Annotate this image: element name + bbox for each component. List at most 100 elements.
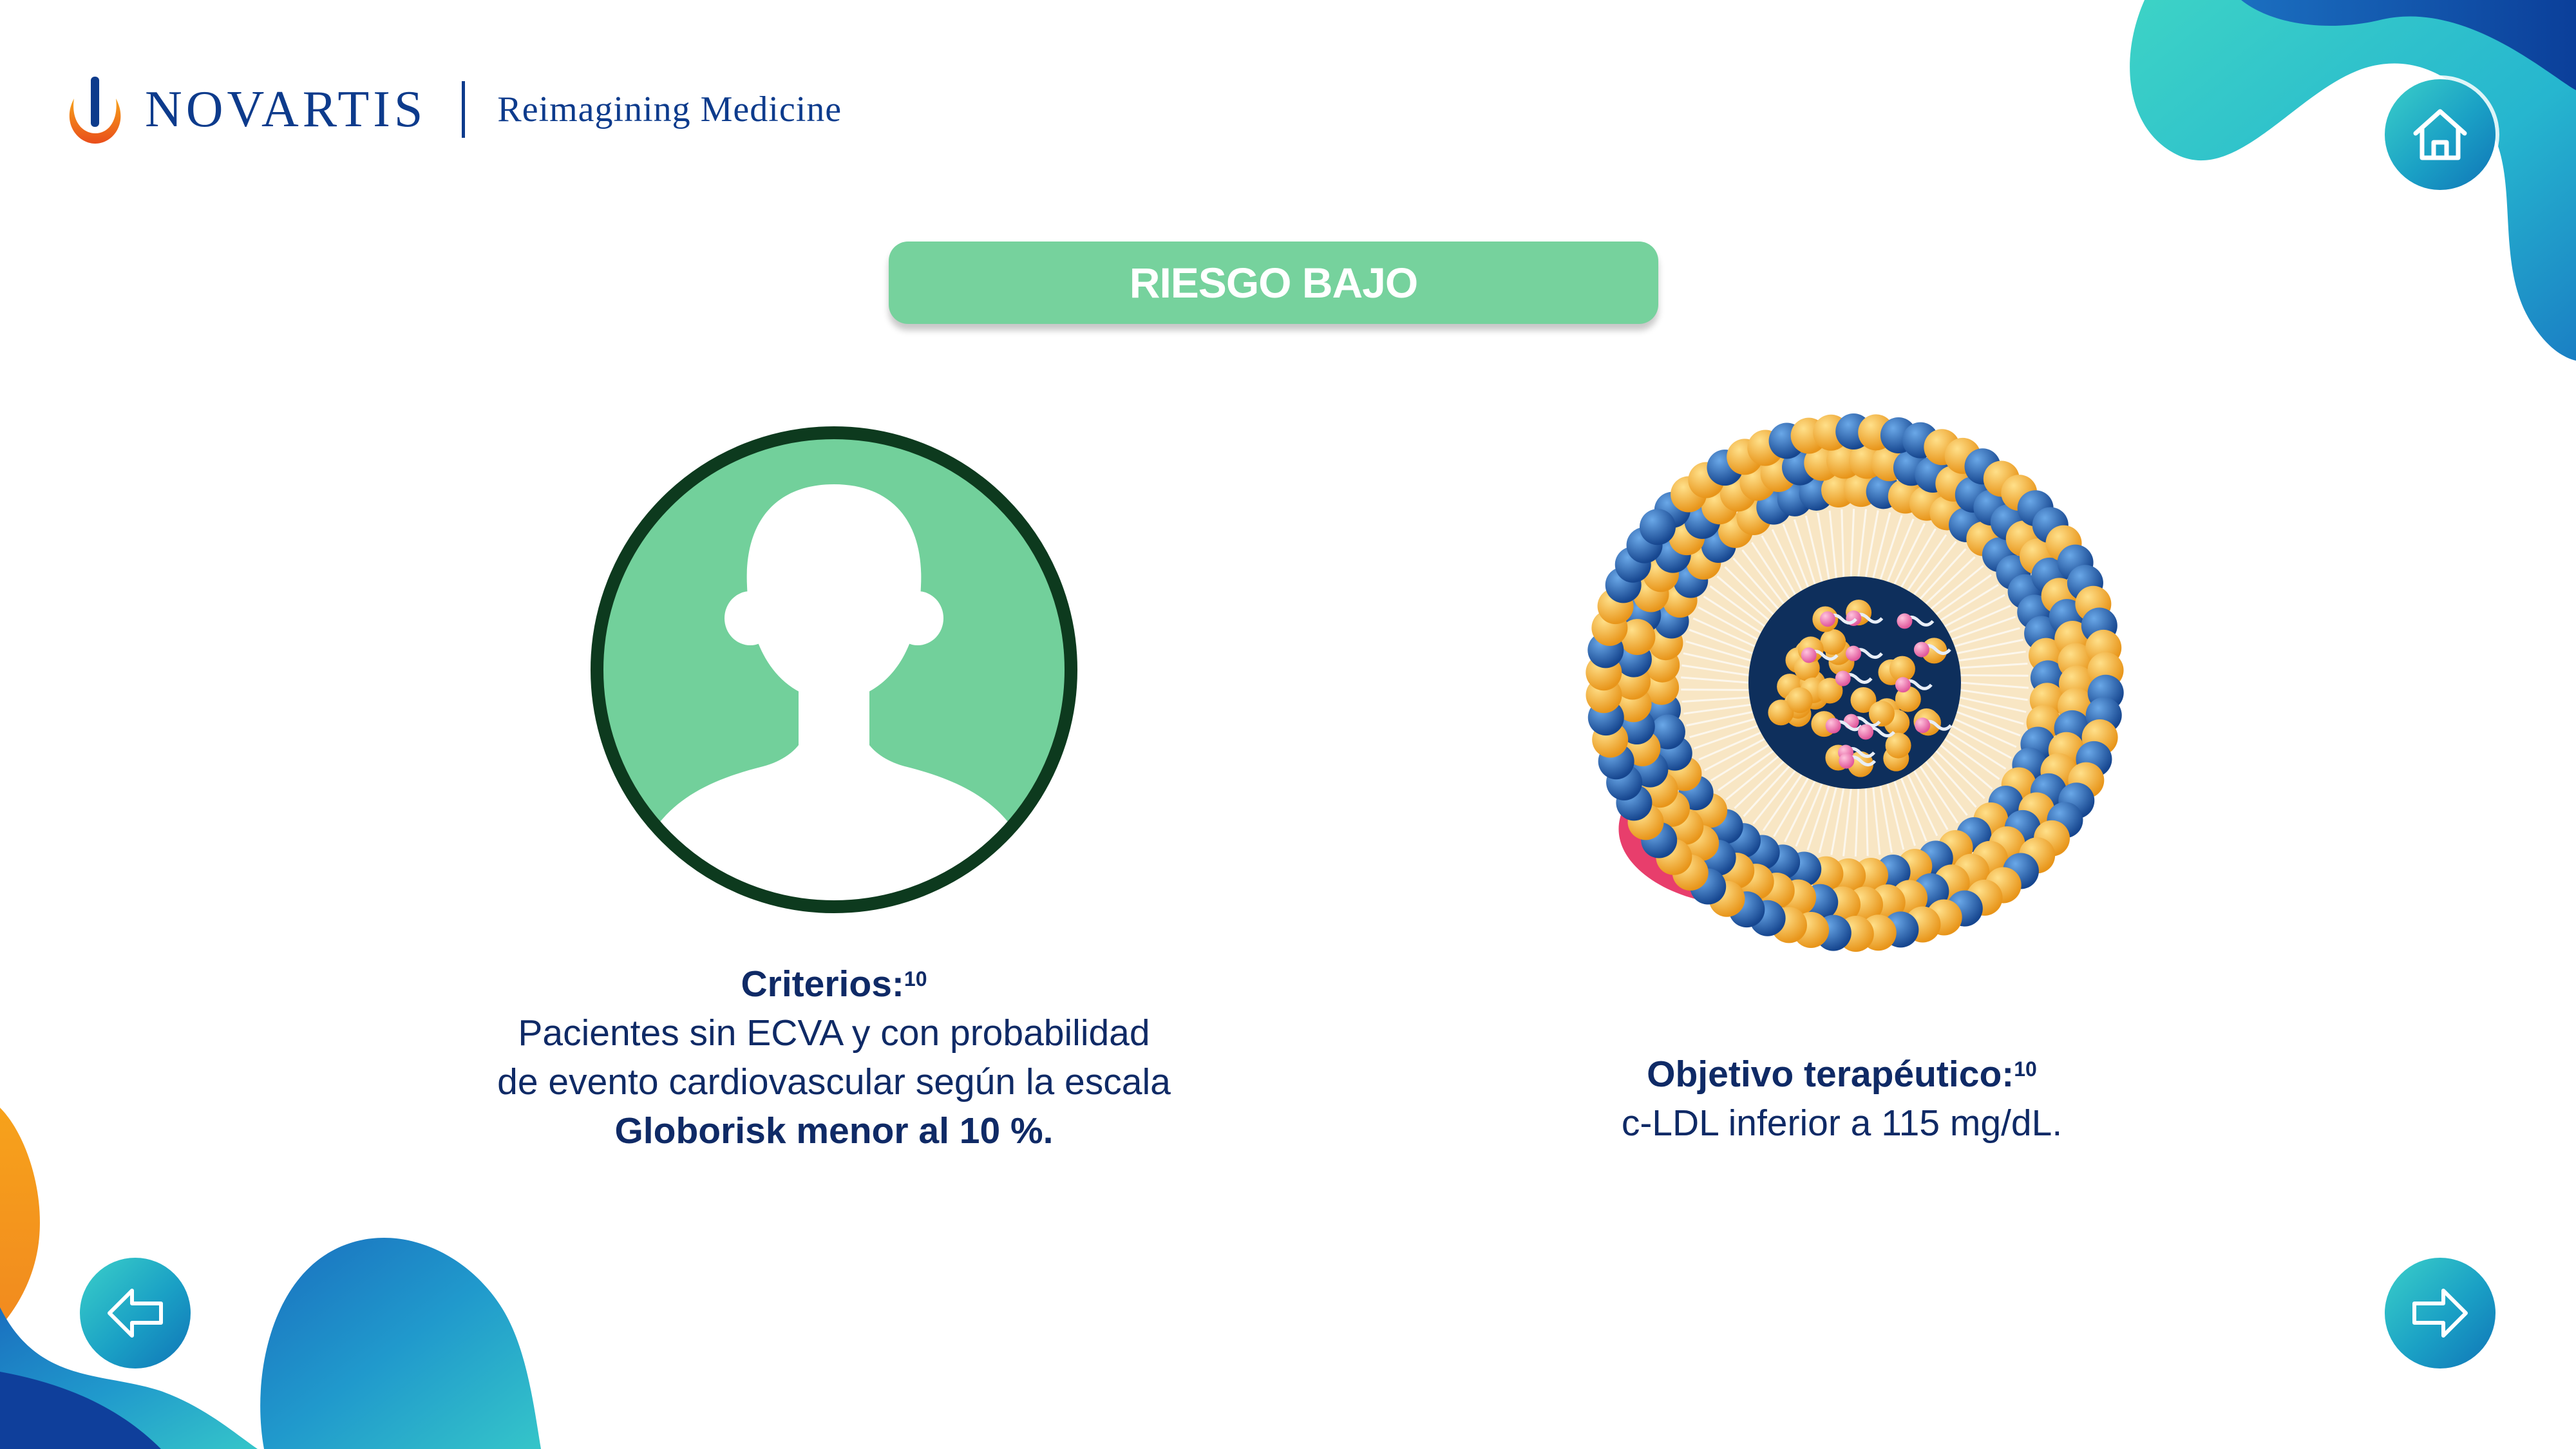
arrow-left-icon [108, 1289, 163, 1338]
lipid-tail [1940, 744, 1993, 790]
criteria-block: Criterios:10 Pacientes sin ECVA y con pr… [438, 960, 1230, 1155]
lipid-tail [1750, 542, 1790, 600]
cholesterol-head [1895, 677, 1911, 693]
lipid-tail [1951, 724, 2012, 759]
lipid-tail [1893, 781, 1917, 846]
lipid-tail [1960, 681, 2029, 689]
lipid-tail [1913, 770, 1949, 831]
lipid-tail [1879, 785, 1893, 853]
lipid-tail [1958, 650, 2026, 662]
objective-block: Objetivo terapéutico:10 c-LDL inferior a… [1513, 1050, 2170, 1148]
criteria-heading: Criterios: [741, 963, 904, 1005]
lipid-tail [1734, 761, 1785, 810]
lipid-tail [1850, 508, 1855, 577]
lipid-tail [1784, 781, 1816, 842]
lipid-tail [1752, 770, 1796, 825]
lipid-tail [1818, 787, 1837, 853]
lipid-tail [1893, 523, 1926, 585]
lipid-tail [1947, 732, 2007, 770]
lipid-tail [1793, 519, 1816, 585]
core-lipid [1786, 687, 1813, 714]
back-button[interactable] [80, 1258, 191, 1368]
novartis-logo-icon [69, 77, 121, 144]
risk-level-title: RIESGO BAJO [1129, 259, 1418, 307]
lipid-tail [1716, 575, 1770, 621]
lipid-tail [1913, 540, 1957, 596]
lipid-tail [1771, 529, 1803, 591]
cholesterol-head [1819, 611, 1835, 627]
lipid-tail [1930, 755, 1977, 808]
lipid-tail [1841, 509, 1845, 577]
lipid-tail [1681, 676, 1749, 684]
lipid-tail [1864, 788, 1869, 857]
lipid-tail [1689, 629, 1753, 654]
core-lipid [1885, 732, 1911, 759]
cholesterol-head [1915, 717, 1931, 734]
next-button[interactable] [2385, 1258, 2496, 1368]
cholesterol-head [1839, 753, 1855, 769]
lipid-tail [1958, 703, 2024, 725]
lipid-tail [1956, 711, 2021, 737]
lipid-tail [1698, 606, 1758, 641]
lipid-tail [1857, 509, 1868, 577]
cholesterol-head [1825, 717, 1841, 734]
lipid-tail [1879, 515, 1903, 580]
core-lipid [1768, 699, 1794, 726]
criteria-line-2: de evento cardiovascular según la escala [497, 1061, 1171, 1103]
lipid-tail [1718, 750, 1774, 791]
lipid-tail [1951, 616, 2016, 641]
lipid-tail [1828, 510, 1837, 578]
lipid-tail [1724, 566, 1774, 616]
lipid-tail [1935, 574, 1992, 616]
brand-name: NOVARTIS [145, 80, 427, 138]
lipid-tail [1698, 732, 1761, 761]
lipid-tail [1954, 718, 2017, 748]
lipid-tail [1944, 594, 2005, 627]
lipid-tail [1782, 524, 1810, 588]
core-lipid [1895, 686, 1921, 712]
lipid-tail [1762, 774, 1803, 831]
lipid-tail [1872, 787, 1881, 855]
brand-tagline: Reimagining Medicine [497, 90, 842, 129]
criteria-line-3: Globorisk menor al 10 %. [614, 1110, 1054, 1151]
lipid-tail [1732, 557, 1779, 610]
lipid-tail [1773, 777, 1809, 837]
lipid-tail [1693, 724, 1758, 750]
lipid-tail [1900, 528, 1937, 588]
cholesterol-head [1846, 645, 1862, 661]
brand-header: NOVARTIS Reimagining Medicine [64, 64, 842, 155]
lipid-tail [1804, 515, 1823, 582]
lipid-tail [1960, 662, 2028, 669]
phospholipid-blue [1650, 714, 1685, 750]
lipid-tail [1960, 689, 2028, 701]
lipid-tail [1919, 548, 1967, 600]
phospholipid-blue [1639, 509, 1676, 545]
lipid-tail [1944, 738, 2000, 781]
lipid-tail [1681, 664, 1749, 676]
core-lipid [1850, 687, 1877, 714]
lipid-tail [1710, 744, 1770, 782]
lipid-tail [1686, 711, 1753, 727]
lipid-tail [1925, 556, 1976, 605]
cholesterol-head [1897, 613, 1913, 629]
lipid-tail [1725, 755, 1779, 800]
lipid-tail [1960, 674, 2029, 677]
lipid-tail [1956, 638, 2023, 654]
criteria-line-1: Pacientes sin ECVA y con probabilidad [518, 1012, 1150, 1054]
lipid-tail [1886, 518, 1915, 582]
patient-silhouette-icon [591, 426, 1077, 913]
lipid-tail [1685, 640, 1752, 662]
arrow-right-icon [2412, 1289, 2468, 1338]
lipid-tail [1703, 595, 1762, 634]
lipid-tail [1919, 766, 1959, 824]
home-button[interactable] [2385, 79, 2496, 190]
phospholipid-orange [1619, 619, 1656, 656]
home-icon [2413, 109, 2467, 160]
lipid-tail [1709, 585, 1765, 627]
criteria-reference: 10 [904, 967, 927, 990]
core-lipid [1820, 629, 1846, 655]
lipid-tail [1704, 738, 1765, 772]
lipid-tail [1907, 774, 1938, 837]
lipid-tail [1872, 512, 1891, 578]
